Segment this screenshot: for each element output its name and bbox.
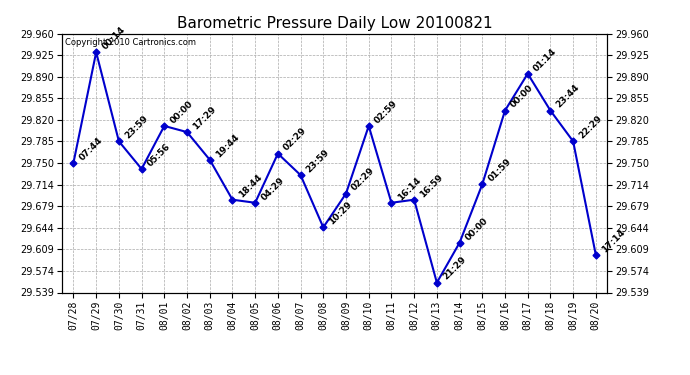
Text: 17:14: 17:14 xyxy=(600,228,627,254)
Text: 19:44: 19:44 xyxy=(214,132,241,159)
Text: 01:59: 01:59 xyxy=(486,157,513,183)
Text: 04:29: 04:29 xyxy=(259,175,286,202)
Text: Copyright 2010 Cartronics.com: Copyright 2010 Cartronics.com xyxy=(65,38,196,46)
Text: 23:44: 23:44 xyxy=(555,83,582,110)
Text: 23:59: 23:59 xyxy=(305,148,331,174)
Text: 00:14: 00:14 xyxy=(100,25,127,51)
Text: 21:29: 21:29 xyxy=(441,255,468,282)
Text: 10:29: 10:29 xyxy=(328,200,354,226)
Text: 16:59: 16:59 xyxy=(418,172,445,199)
Text: 02:29: 02:29 xyxy=(350,166,377,193)
Text: 07:44: 07:44 xyxy=(77,135,104,162)
Text: 02:59: 02:59 xyxy=(373,99,400,125)
Text: 05:56: 05:56 xyxy=(146,142,172,168)
Text: 16:14: 16:14 xyxy=(395,175,422,202)
Text: 23:59: 23:59 xyxy=(123,114,150,141)
Text: 17:29: 17:29 xyxy=(191,105,218,131)
Text: 00:00: 00:00 xyxy=(509,84,535,110)
Text: 00:00: 00:00 xyxy=(464,216,490,242)
Title: Barometric Pressure Daily Low 20100821: Barometric Pressure Daily Low 20100821 xyxy=(177,16,493,31)
Text: 00:00: 00:00 xyxy=(168,99,195,125)
Text: 22:29: 22:29 xyxy=(578,114,604,141)
Text: 01:14: 01:14 xyxy=(532,46,558,73)
Text: 18:44: 18:44 xyxy=(237,172,264,199)
Text: 02:29: 02:29 xyxy=(282,126,308,153)
